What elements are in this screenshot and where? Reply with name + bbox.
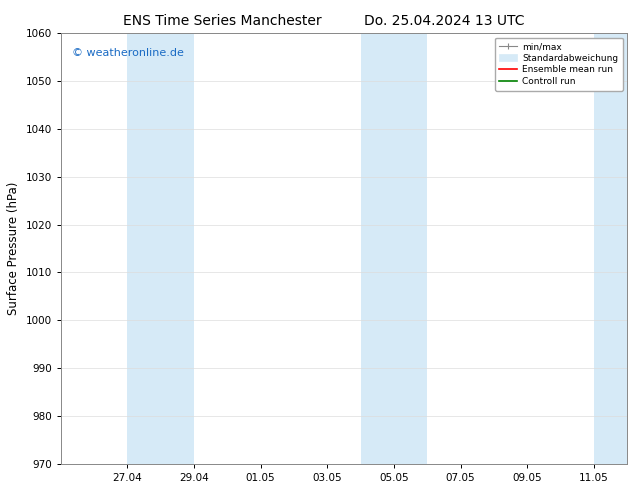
Text: © weatheronline.de: © weatheronline.de [72,48,184,58]
Y-axis label: Surface Pressure (hPa): Surface Pressure (hPa) [7,182,20,315]
Bar [594,33,627,464]
Text: ENS Time Series Manchester: ENS Time Series Manchester [122,14,321,28]
Bar [127,33,194,464]
Text: Do. 25.04.2024 13 UTC: Do. 25.04.2024 13 UTC [363,14,524,28]
Legend: min/max, Standardabweichung, Ensemble mean run, Controll run: min/max, Standardabweichung, Ensemble me… [495,38,623,91]
Bar [361,33,427,464]
